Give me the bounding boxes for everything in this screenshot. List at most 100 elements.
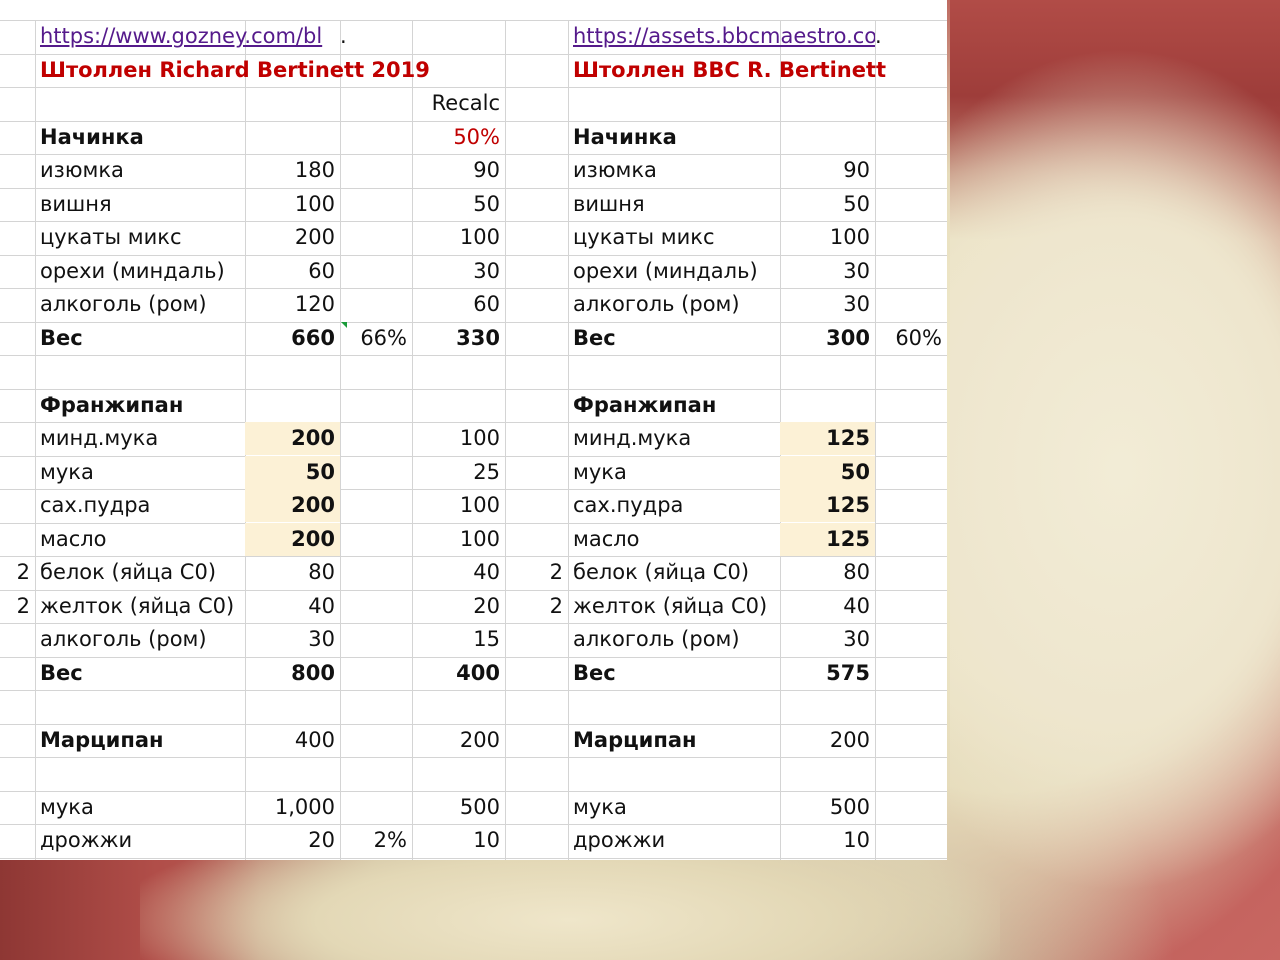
right-flour-weight[interactable]: 500 <box>829 795 870 819</box>
right-frangipane-header[interactable]: Франжипан <box>573 393 717 417</box>
left-filling-item-recalc[interactable]: 50 <box>473 192 500 216</box>
right-frangipane-total-label[interactable]: Вес <box>573 661 616 685</box>
recalc-label[interactable]: Recalc <box>431 91 500 115</box>
left-flour-recalc[interactable]: 500 <box>459 795 500 819</box>
left-frangipane-item-name[interactable]: масло <box>40 527 107 551</box>
right-frangipane-item-weight[interactable]: 80 <box>843 560 870 584</box>
right-flour-label[interactable]: мука <box>573 795 627 819</box>
right-filling-item-weight[interactable]: 90 <box>843 158 870 182</box>
right-recipe-title[interactable]: Штоллен BBC R. Bertinett <box>573 58 887 82</box>
left-frangipane-item-name[interactable]: желток (яйца С0) <box>40 594 235 618</box>
left-filling-item-name[interactable]: вишня <box>40 192 112 216</box>
right-filling-total-label[interactable]: Вес <box>573 326 616 350</box>
right-frangipane-item-weight[interactable]: 125 <box>780 422 875 455</box>
left-frangipane-item-recalc[interactable]: 15 <box>473 627 500 651</box>
left-filling-item-weight[interactable]: 120 <box>294 292 335 316</box>
right-egg-count[interactable]: 2 <box>549 594 563 618</box>
left-frangipane-total-recalc[interactable]: 400 <box>456 661 500 685</box>
right-frangipane-item-weight[interactable]: 50 <box>780 456 875 489</box>
right-filling-item-weight[interactable]: 30 <box>843 292 870 316</box>
left-filling-item-recalc[interactable]: 90 <box>473 158 500 182</box>
recalc-percent[interactable]: 50% <box>453 125 500 149</box>
right-source-link[interactable]: https://assets.bbcmaestro.co <box>573 24 875 48</box>
left-marzipan-recalc[interactable]: 200 <box>459 728 500 752</box>
right-filling-item-name[interactable]: вишня <box>573 192 645 216</box>
left-frangipane-item-name[interactable]: сах.пудра <box>40 493 151 517</box>
right-frangipane-item-weight[interactable]: 40 <box>843 594 870 618</box>
left-marzipan-weight[interactable]: 400 <box>294 728 335 752</box>
right-filling-item-weight[interactable]: 30 <box>843 259 870 283</box>
left-url-dot[interactable]: . <box>340 24 347 48</box>
left-frangipane-item-weight[interactable]: 40 <box>308 594 335 618</box>
right-frangipane-item-weight[interactable]: 125 <box>780 489 875 522</box>
right-filling-item-name[interactable]: изюмка <box>573 158 657 182</box>
left-yeast-recalc[interactable]: 10 <box>473 828 500 852</box>
left-frangipane-item-recalc[interactable]: 40 <box>473 560 500 584</box>
left-frangipane-item-name[interactable]: алкоголь (ром) <box>40 627 207 651</box>
right-frangipane-total-weight[interactable]: 575 <box>826 661 870 685</box>
left-filling-header[interactable]: Начинка <box>40 125 144 149</box>
right-frangipane-item-name[interactable]: мука <box>573 460 627 484</box>
left-frangipane-item-recalc[interactable]: 100 <box>459 527 500 551</box>
right-yeast-weight[interactable]: 10 <box>843 828 870 852</box>
left-filling-item-name[interactable]: алкоголь (ром) <box>40 292 207 316</box>
right-marzipan-weight[interactable]: 200 <box>829 728 870 752</box>
left-frangipane-total-weight[interactable]: 800 <box>291 661 335 685</box>
left-filling-item-name[interactable]: цукаты микс <box>40 225 182 249</box>
left-frangipane-item-weight[interactable]: 80 <box>308 560 335 584</box>
left-filling-item-weight[interactable]: 200 <box>294 225 335 249</box>
left-recipe-title[interactable]: Штоллен Richard Bertinett 2019 <box>40 58 430 82</box>
left-marzipan-label[interactable]: Марципан <box>40 728 164 752</box>
left-yeast-weight[interactable]: 20 <box>308 828 335 852</box>
right-frangipane-item-name[interactable]: минд.мука <box>573 426 692 450</box>
left-frangipane-item-weight[interactable]: 200 <box>245 489 340 522</box>
left-yeast-percent[interactable]: 2% <box>373 828 407 852</box>
left-filling-total-recalc[interactable]: 330 <box>456 326 500 350</box>
left-frangipane-total-label[interactable]: Вес <box>40 661 83 685</box>
right-frangipane-item-name[interactable]: сах.пудра <box>573 493 684 517</box>
left-frangipane-item-weight[interactable]: 30 <box>308 627 335 651</box>
left-frangipane-item-recalc[interactable]: 100 <box>459 426 500 450</box>
left-filling-item-weight[interactable]: 180 <box>294 158 335 182</box>
left-flour-label[interactable]: мука <box>40 795 94 819</box>
left-egg-count[interactable]: 2 <box>16 594 30 618</box>
left-filling-item-recalc[interactable]: 100 <box>459 225 500 249</box>
left-source-link[interactable]: https://www.gozney.com/bl <box>40 24 323 48</box>
right-frangipane-item-name[interactable]: масло <box>573 527 640 551</box>
left-filling-item-recalc[interactable]: 30 <box>473 259 500 283</box>
right-filling-total-weight[interactable]: 300 <box>826 326 870 350</box>
left-filling-item-weight[interactable]: 100 <box>294 192 335 216</box>
left-filling-total-percent[interactable]: 66% <box>360 326 407 350</box>
left-filling-item-recalc[interactable]: 60 <box>473 292 500 316</box>
left-frangipane-item-recalc[interactable]: 100 <box>459 493 500 517</box>
right-filling-item-name[interactable]: алкоголь (ром) <box>573 292 740 316</box>
left-frangipane-item-weight[interactable]: 200 <box>245 422 340 455</box>
left-frangipane-item-weight[interactable]: 200 <box>245 523 340 556</box>
right-frangipane-item-name[interactable]: желток (яйца С0) <box>573 594 768 618</box>
left-frangipane-item-name[interactable]: белок (яйца С0) <box>40 560 217 584</box>
left-flour-weight[interactable]: 1,000 <box>274 795 335 819</box>
left-filling-item-weight[interactable]: 60 <box>308 259 335 283</box>
left-filling-item-name[interactable]: изюмка <box>40 158 124 182</box>
left-frangipane-item-recalc[interactable]: 25 <box>473 460 500 484</box>
right-frangipane-item-name[interactable]: белок (яйца С0) <box>573 560 750 584</box>
right-filling-item-name[interactable]: орехи (миндаль) <box>573 259 758 283</box>
right-frangipane-item-weight[interactable]: 30 <box>843 627 870 651</box>
left-egg-count[interactable]: 2 <box>16 560 30 584</box>
right-filling-header[interactable]: Начинка <box>573 125 677 149</box>
right-filling-item-name[interactable]: цукаты микс <box>573 225 715 249</box>
left-filling-total-weight[interactable]: 660 <box>291 326 335 350</box>
right-frangipane-item-name[interactable]: алкоголь (ром) <box>573 627 740 651</box>
right-url-dot[interactable]: . <box>875 24 882 48</box>
left-frangipane-item-recalc[interactable]: 20 <box>473 594 500 618</box>
left-filling-item-name[interactable]: орехи (миндаль) <box>40 259 225 283</box>
left-frangipane-item-name[interactable]: минд.мука <box>40 426 159 450</box>
left-frangipane-item-name[interactable]: мука <box>40 460 94 484</box>
left-yeast-label[interactable]: дрожжи <box>40 828 133 852</box>
right-yeast-label[interactable]: дрожжи <box>573 828 666 852</box>
right-egg-count[interactable]: 2 <box>549 560 563 584</box>
left-frangipane-header[interactable]: Франжипан <box>40 393 184 417</box>
left-frangipane-item-weight[interactable]: 50 <box>245 456 340 489</box>
left-filling-total-label[interactable]: Вес <box>40 326 83 350</box>
right-filling-item-weight[interactable]: 100 <box>829 225 870 249</box>
